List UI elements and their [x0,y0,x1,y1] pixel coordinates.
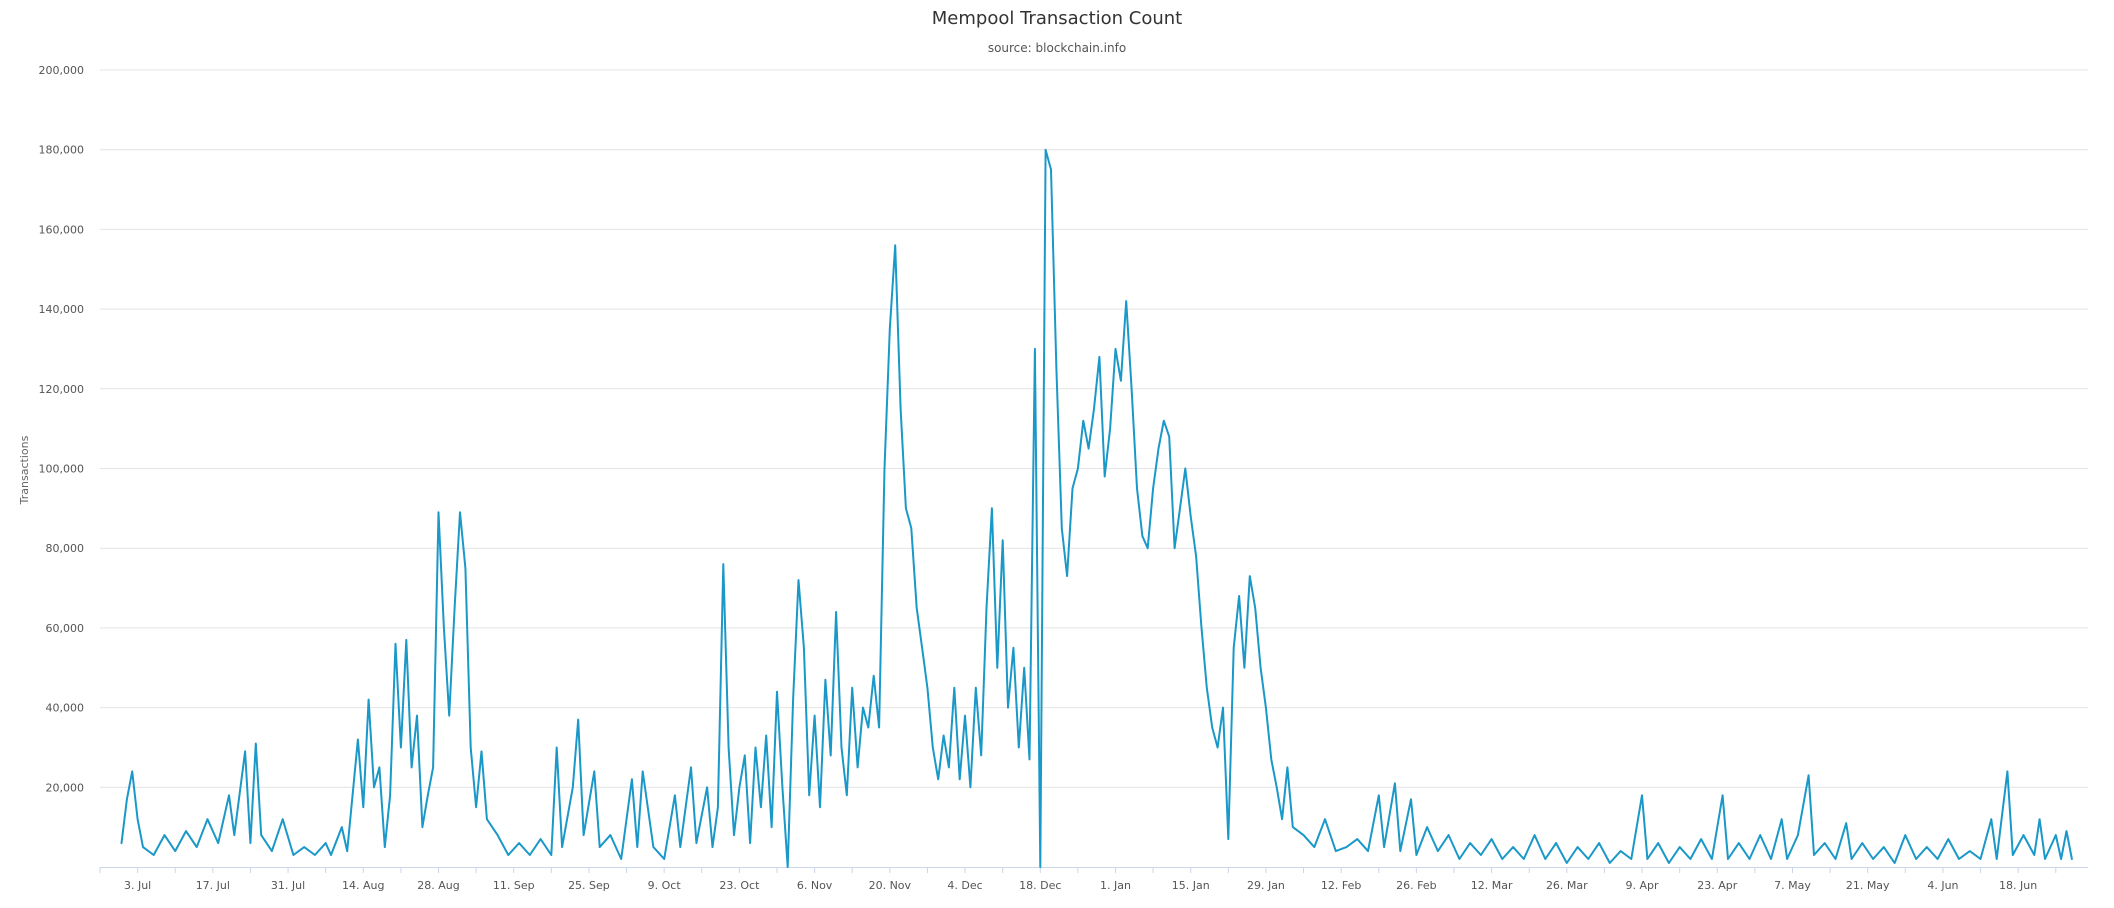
y-tick-label: 120,000 [39,383,85,396]
y-tick-label: 200,000 [39,64,85,77]
x-tick-label: 31. Jul [271,879,305,892]
y-tick-label: 80,000 [46,542,85,555]
x-tick-label: 7. May [1774,879,1811,892]
x-tick-label: 23. Oct [719,879,760,892]
y-tick-label: 180,000 [39,144,85,157]
y-tick-label: 60,000 [46,622,85,635]
x-tick-label: 14. Aug [342,879,384,892]
x-tick-label: 28. Aug [417,879,459,892]
x-tick-label: 4. Jun [1927,879,1958,892]
series-line [120,148,2073,868]
x-tick-label: 12. Mar [1471,879,1513,892]
y-axis-ticks: 20,000 40,000 60,000 80,000 100,000 120,000 14… [39,64,85,794]
x-tick-label: 18. Jun [1999,879,2037,892]
x-tick-label: 17. Jul [196,879,230,892]
x-tick-label: 9. Oct [648,879,682,892]
chart-subtitle: source: blockchain.info [988,41,1126,55]
y-tick-label: 40,000 [46,702,85,715]
x-tick-label: 18. Dec [1019,879,1061,892]
y-axis-label: Transactions [18,435,31,505]
x-tick-label: 25. Sep [568,879,610,892]
x-tick-label: 15. Jan [1172,879,1210,892]
y-tick-label: 20,000 [46,781,85,794]
x-tick-label: 23. Apr [1697,879,1737,892]
x-tick-label: 1. Jan [1100,879,1131,892]
x-tick-label: 29. Jan [1247,879,1285,892]
x-tick-label: 21. May [1846,879,1890,892]
y-tick-label: 100,000 [39,463,85,476]
x-tick-label: 4. Dec [947,879,982,892]
y-tick-label: 160,000 [39,223,85,236]
chart-title: Mempool Transaction Count [932,8,1182,29]
gridlines [100,69,2088,788]
x-tick-label: 12. Feb [1321,879,1361,892]
x-tick-label: 26. Mar [1546,879,1588,892]
x-tick-label: 20. Nov [869,879,912,892]
series-layer [120,148,2073,868]
x-tick-label: 11. Sep [493,879,535,892]
x-tick-label: 6. Nov [797,879,833,892]
x-tick-label: 9. Apr [1626,879,1659,892]
x-tick-label: 3. Jul [124,879,151,892]
x-axis: 3. Jul 17. Jul 31. Jul 14. Aug 28. Aug 11. Se… [99,867,2088,892]
x-tick-label: 26. Feb [1396,879,1436,892]
y-tick-label: 140,000 [39,303,85,316]
